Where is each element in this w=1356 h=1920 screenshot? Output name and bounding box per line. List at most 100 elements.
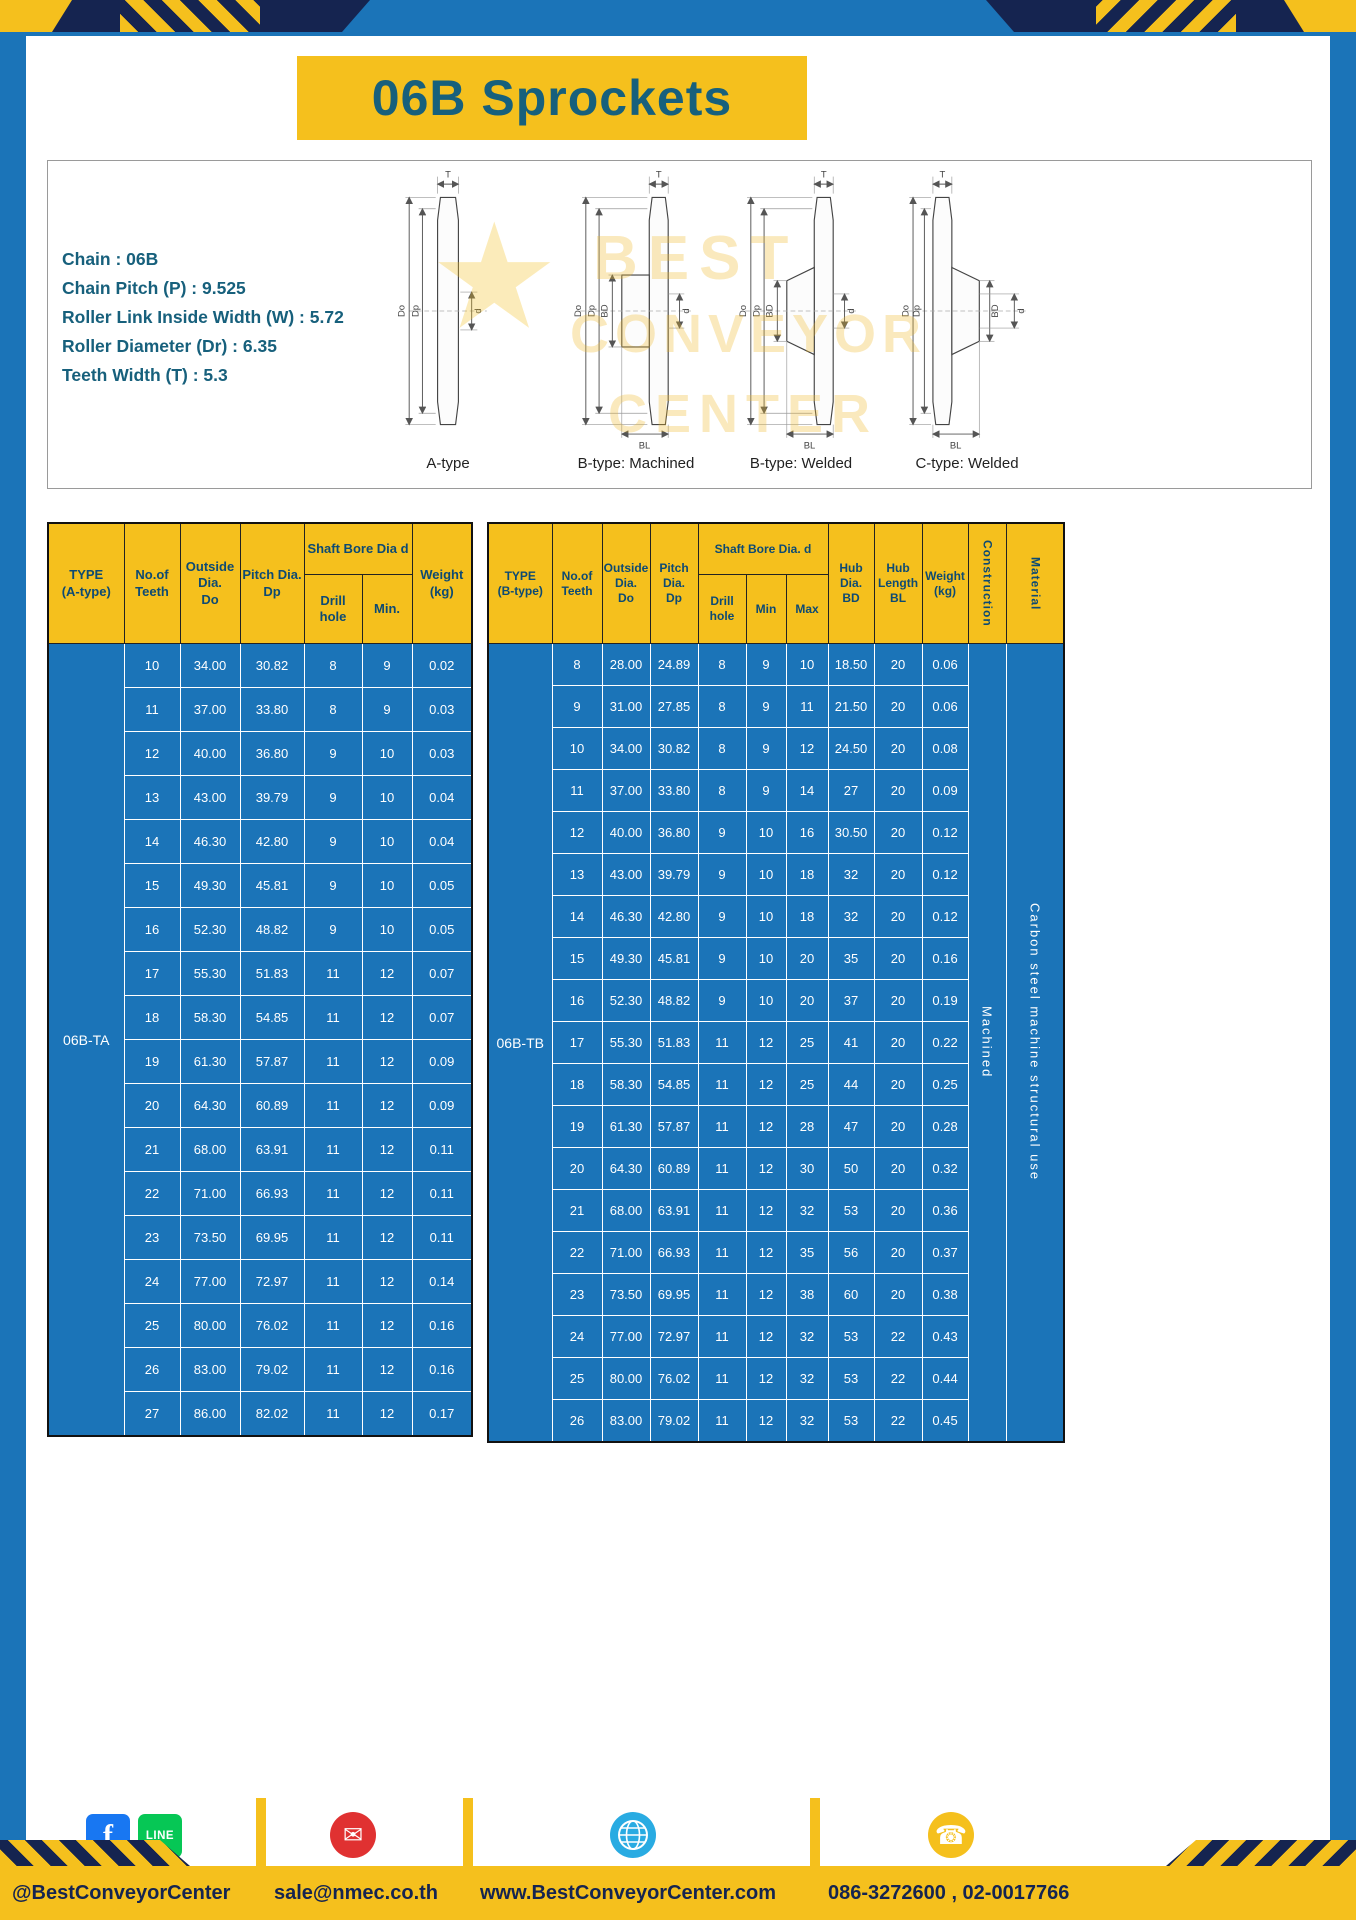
data-cell: 12 <box>745 1315 787 1358</box>
data-cell: 20 <box>873 1189 923 1232</box>
data-cell: 23 <box>123 1215 181 1260</box>
col-header-type: TYPE (A-type) <box>47 522 125 644</box>
col-header-min: Min <box>745 574 787 644</box>
table-row: 26 83.00 79.02 11 12 0.16 <box>48 1347 473 1392</box>
svg-text:Do: Do <box>900 305 911 317</box>
sprocket-profile-b-welded: T Do Dp BD d <box>738 170 857 452</box>
data-cell: 8 <box>303 687 363 732</box>
data-cell: 46.30 <box>179 819 241 864</box>
data-cell: 73.50 <box>179 1215 241 1260</box>
data-cell: 22 <box>873 1315 923 1358</box>
data-cell: 0.16 <box>921 937 969 980</box>
data-cell: 46.30 <box>601 895 651 938</box>
table-row: 18 58.30 54.85 11 12 0.07 <box>48 995 473 1040</box>
data-cell: 12 <box>745 1399 787 1443</box>
col-header-outside-dia: Outside Dia. Do <box>601 522 651 644</box>
table-row: 12 40.00 36.80 9 10 16 30.50 20 0.12 <box>488 811 1064 854</box>
data-cell: 21 <box>123 1127 181 1172</box>
data-cell: 18.50 <box>827 643 875 686</box>
data-cell: 0.22 <box>921 1021 969 1064</box>
sprocket-table-b: TYPE (B-type) No.of Teeth Outside Dia. D… <box>487 522 1066 1443</box>
data-cell: 12 <box>745 1273 787 1316</box>
table-row: 25 80.00 76.02 11 12 32 53 22 0.44 <box>488 1357 1064 1400</box>
data-cell: 10 <box>745 937 787 980</box>
data-cell: 12 <box>745 1231 787 1274</box>
data-cell: 9 <box>303 907 363 952</box>
data-cell: 25 <box>123 1303 181 1348</box>
data-cell: 0.32 <box>921 1147 969 1190</box>
data-cell: 41 <box>827 1021 875 1064</box>
data-cell: 52.30 <box>601 979 651 1022</box>
data-cell: 19 <box>123 1039 181 1084</box>
hazard-stripes <box>120 0 260 32</box>
data-cell: 20 <box>873 1231 923 1274</box>
data-cell: 58.30 <box>179 995 241 1040</box>
data-cell: 12 <box>123 731 181 776</box>
spec-line-teeth-width: Teeth Width (T) : 5.3 <box>62 365 228 385</box>
data-cell: 0.06 <box>921 685 969 728</box>
table-row: 06B-TA 10 34.00 30.82 8 9 0.02 <box>47 643 473 1437</box>
data-cell: 0.12 <box>921 895 969 938</box>
data-cell: 69.95 <box>649 1273 699 1316</box>
svg-text:d: d <box>1016 308 1027 313</box>
table-row: 9 31.00 27.85 8 9 11 21.50 20 0.06 <box>488 685 1064 728</box>
data-cell: 36.80 <box>649 811 699 854</box>
data-cell: 0.09 <box>411 1039 473 1084</box>
data-cell: 40.00 <box>179 731 241 776</box>
data-cell: 10 <box>745 853 787 896</box>
data-cell: 45.81 <box>239 863 305 908</box>
page-title: 06B Sprockets <box>371 70 733 126</box>
col-header-outside-dia: Outside Dia. Do <box>179 522 241 644</box>
col-header-bore-group: Shaft Bore Dia. d <box>697 522 829 575</box>
data-cell: 12 <box>361 995 413 1040</box>
data-cell: 18 <box>551 1063 603 1106</box>
chain-specs: Chain : 06B Chain Pitch (P) : 9.525 Roll… <box>62 249 344 394</box>
data-cell: 11 <box>697 1273 747 1316</box>
table-row: 15 49.30 45.81 9 10 20 35 20 0.16 <box>488 937 1064 980</box>
data-cell: 80.00 <box>179 1303 241 1348</box>
data-cell: 16 <box>123 907 181 952</box>
drawing-c-type-welded: T Do Dp BD d <box>892 169 1042 481</box>
data-cell: 11 <box>303 1259 363 1304</box>
data-cell: 9 <box>551 685 603 728</box>
data-cell: 33.80 <box>239 687 305 732</box>
data-cell: 32 <box>785 1315 829 1358</box>
table-row: 20 64.30 60.89 11 12 0.09 <box>48 1083 473 1128</box>
data-cell: 11 <box>697 1357 747 1400</box>
hazard-stripes <box>1096 0 1236 32</box>
data-cell: 66.93 <box>239 1171 305 1216</box>
data-cell: 9 <box>745 727 787 770</box>
data-cell: 0.09 <box>921 769 969 812</box>
data-cell: 80.00 <box>601 1357 651 1400</box>
data-cell: 12 <box>361 1127 413 1172</box>
material-value-cell: Carbon steel machine structural use <box>1005 643 1065 1443</box>
data-cell: 76.02 <box>239 1303 305 1348</box>
svg-text:BL: BL <box>804 440 816 451</box>
data-cell: 39.79 <box>239 775 305 820</box>
table-row: 26 83.00 79.02 11 12 32 53 22 0.45 <box>488 1399 1064 1443</box>
data-cell: 56 <box>827 1231 875 1274</box>
col-header-type: TYPE (B-type) <box>487 522 553 644</box>
data-cell: 11 <box>303 1303 363 1348</box>
data-cell: 10 <box>361 819 413 864</box>
data-cell: 11 <box>303 1039 363 1084</box>
data-cell: 0.07 <box>411 951 473 996</box>
table-b-body: 06B-TB 8 28.00 24.89 8 9 10 18.50 20 0.06 Machined… <box>487 643 1065 1443</box>
table-row: 20 64.30 60.89 11 12 30 50 20 0.32 <box>488 1147 1064 1190</box>
data-cell: 13 <box>551 853 603 896</box>
data-cell: 53 <box>827 1399 875 1443</box>
table-row: 19 61.30 57.87 11 12 28 47 20 0.28 <box>488 1105 1064 1148</box>
data-cell: 49.30 <box>601 937 651 980</box>
svg-text:BL: BL <box>639 440 651 451</box>
data-cell: 10 <box>745 979 787 1022</box>
data-cell: 17 <box>551 1021 603 1064</box>
data-cell: 37 <box>827 979 875 1022</box>
svg-text:Dp: Dp <box>912 305 923 317</box>
globe-icon <box>610 1812 656 1858</box>
col-header-teeth: No.of Teeth <box>551 522 603 644</box>
data-cell: 24 <box>123 1259 181 1304</box>
data-cell: 12 <box>551 811 603 854</box>
spec-line-chain: Chain : 06B <box>62 249 159 269</box>
data-cell: 12 <box>361 1215 413 1260</box>
data-cell: 26 <box>123 1347 181 1392</box>
